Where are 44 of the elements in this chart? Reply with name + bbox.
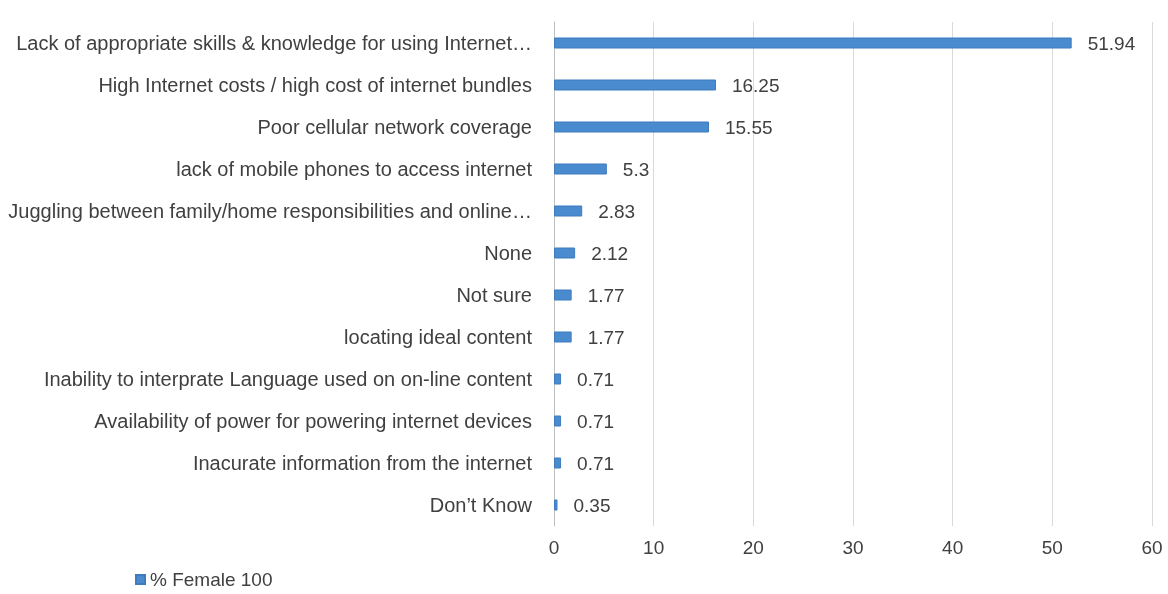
y-tick-label: Availability of power for powering internet devices	[94, 410, 532, 432]
data-label: 15.55	[724, 116, 773, 138]
x-tick-label: 30	[842, 537, 864, 558]
x-tick-label: 50	[1041, 537, 1063, 558]
bar	[554, 289, 572, 301]
bar	[554, 247, 576, 259]
y-tick-label: Inability to interprate Language used on on-line content	[43, 368, 533, 390]
bar	[554, 457, 562, 469]
data-label: 51.94	[1087, 32, 1136, 54]
y-tick-label: Juggling between family/home responsibilities and online…	[8, 200, 532, 222]
y-tick-label: None	[484, 242, 532, 264]
data-label: 2.12	[591, 242, 629, 264]
x-tick-label: 10	[643, 537, 665, 558]
y-tick-label: High Internet costs / high cost of internet bundles	[98, 74, 532, 96]
bar	[554, 373, 562, 385]
data-label: 1.77	[587, 326, 625, 348]
y-tick-label: Lack of appropriate skills & knowledge for using Internet…	[16, 32, 532, 54]
data-label: 0.35	[573, 494, 611, 516]
data-label: 5.3	[622, 158, 650, 180]
x-tick-label: 60	[1141, 537, 1163, 558]
x-tick-label: 20	[742, 537, 764, 558]
bar	[554, 163, 607, 175]
bar	[554, 499, 558, 511]
y-tick-label: Not sure	[456, 284, 532, 306]
bar	[554, 37, 1072, 49]
data-label: 0.71	[577, 368, 615, 390]
bar	[554, 79, 716, 91]
bar	[554, 121, 709, 133]
data-label: 0.71	[577, 410, 615, 432]
bar	[554, 415, 562, 427]
bar	[554, 205, 583, 217]
x-tick-label: 0	[548, 537, 560, 558]
legend-label: % Female 100	[150, 569, 273, 590]
y-tick-label: locating ideal content	[344, 326, 533, 348]
bar	[554, 331, 572, 343]
y-tick-label: Inacurate information from the internet	[192, 452, 533, 474]
x-tick-label: 40	[942, 537, 964, 558]
data-label: 2.83	[598, 200, 636, 222]
y-tick-label: lack of mobile phones to access internet	[176, 158, 533, 180]
data-label: 0.71	[577, 452, 615, 474]
data-label: 1.77	[587, 284, 625, 306]
data-label: 16.25	[731, 74, 780, 96]
y-tick-label: Don’t Know	[429, 494, 533, 516]
y-tick-label: Poor cellular network coverage	[257, 116, 532, 138]
